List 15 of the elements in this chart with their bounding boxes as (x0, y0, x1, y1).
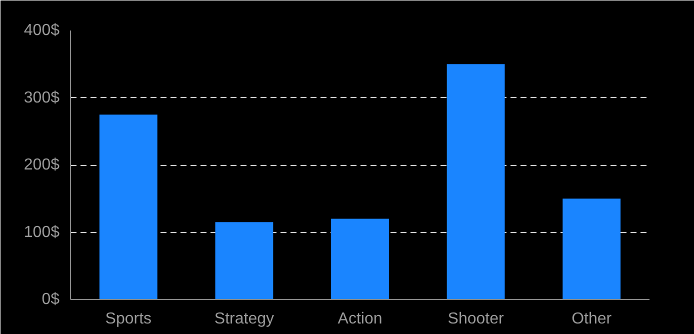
x-tick-label: Sports (105, 310, 152, 328)
y-tick-label: 0$ (42, 291, 60, 308)
y-tick-label: 100$ (24, 224, 60, 241)
y-tick-label: 300$ (24, 89, 60, 106)
bar (446, 64, 505, 300)
x-tick-label: Strategy (214, 310, 274, 328)
x-tick-label: Other (572, 310, 612, 328)
x-tick-label: Shooter (448, 310, 504, 328)
bar (99, 114, 158, 300)
y-tick-label: 200$ (24, 156, 60, 174)
bar (331, 218, 389, 300)
bar (562, 198, 621, 300)
bar (215, 222, 274, 300)
y-tick-label: 400$ (24, 22, 60, 39)
x-tick-label: Action (338, 310, 382, 328)
